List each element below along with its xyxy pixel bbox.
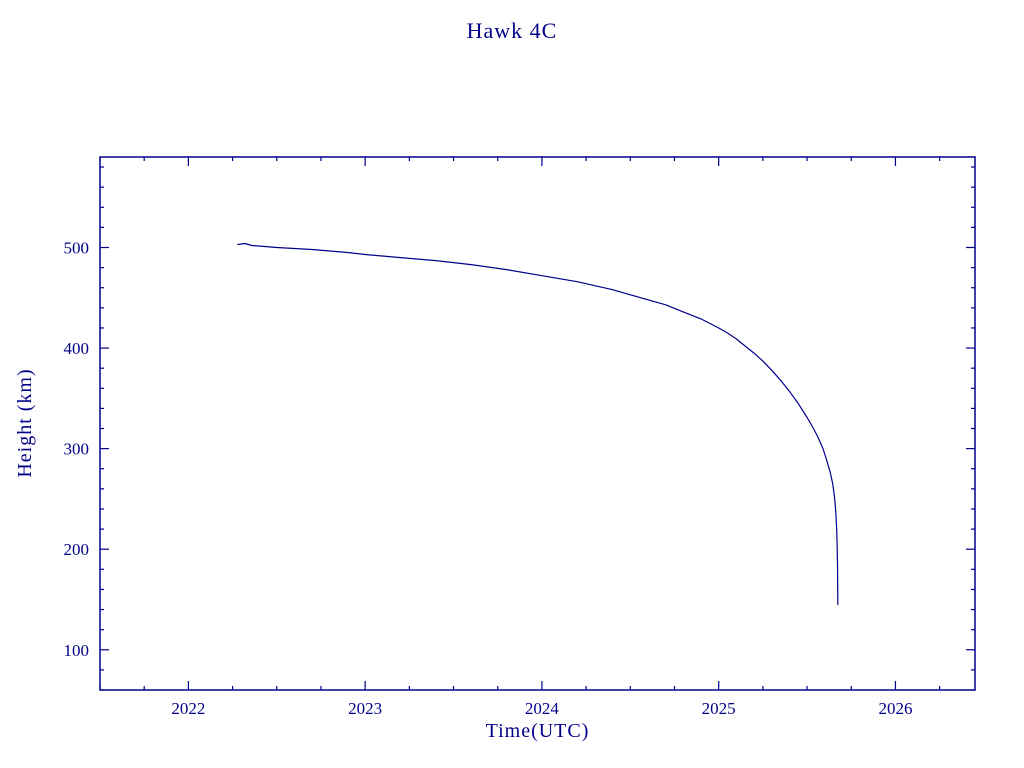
x-axis-label: Time(UTC) [485,720,590,742]
x-tick-label: 2022 [171,699,205,718]
y-tick-label: 300 [64,440,90,459]
x-tick-label: 2025 [702,699,736,718]
tick-labels: 2022 2023 2024 2025 2026 100 200 300 400 500 [64,239,913,718]
x-tick-label: 2026 [878,699,912,718]
y-tick-label: 100 [64,641,90,660]
x-tick-label: 2023 [348,699,382,718]
y-tick-label: 500 [64,239,90,258]
chart-title: Hawk 4C [466,18,558,43]
x-tick-label: 2024 [525,699,560,718]
y-tick-label: 200 [64,540,90,559]
plot-frame [99,156,976,691]
data-line [237,242,839,606]
y-tick-label: 400 [64,339,90,358]
x-axis-ticks [99,157,941,690]
y-axis-ticks [100,166,975,691]
